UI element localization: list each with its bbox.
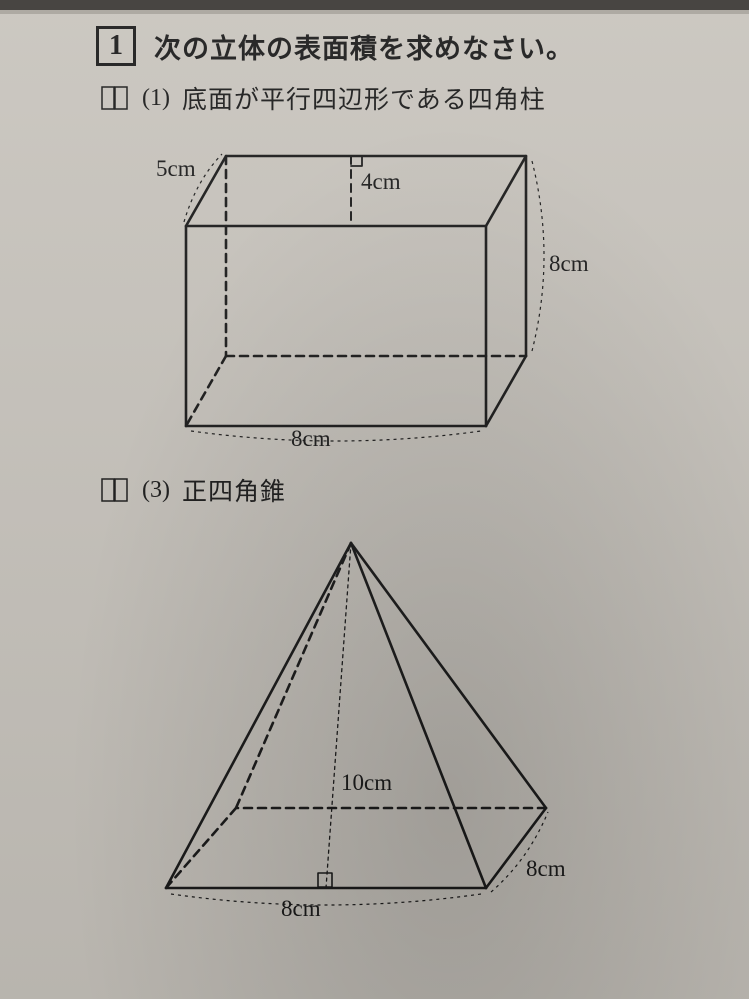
figure-prism: 5cm 4cm 8cm 8cm — [96, 126, 709, 446]
dim-prism-b: 4cm — [361, 169, 401, 194]
checkbox-icon — [100, 477, 130, 503]
question-number: 1 — [109, 30, 123, 62]
dim-prism-d: 8cm — [291, 426, 331, 446]
dim-prism-a: 5cm — [156, 156, 196, 181]
question-number-box: 1 — [96, 26, 136, 66]
sub-number-1: (1) — [142, 85, 170, 112]
question-header: 1 次の立体の表面積を求めなさい。 — [96, 26, 709, 66]
instruction-text: 次の立体の表面積を求めなさい。 — [154, 27, 574, 66]
figure-pyramid: 10cm 8cm 8cm — [96, 518, 709, 918]
sub-question-3: (3) 正四角錐 — [100, 472, 709, 508]
dim-pyr-base2: 8cm — [281, 896, 321, 918]
dim-pyr-slant: 10cm — [341, 770, 392, 795]
sub-question-1: (1) 底面が平行四辺形である四角柱 — [100, 80, 709, 116]
dim-prism-c: 8cm — [549, 251, 589, 276]
checkbox-icon — [100, 85, 130, 111]
dim-pyr-base1: 8cm — [526, 856, 566, 881]
sub-text-1: 底面が平行四辺形である四角柱 — [182, 80, 546, 116]
sub-text-3: 正四角錐 — [182, 472, 286, 508]
sub-number-3: (3) — [142, 477, 170, 504]
